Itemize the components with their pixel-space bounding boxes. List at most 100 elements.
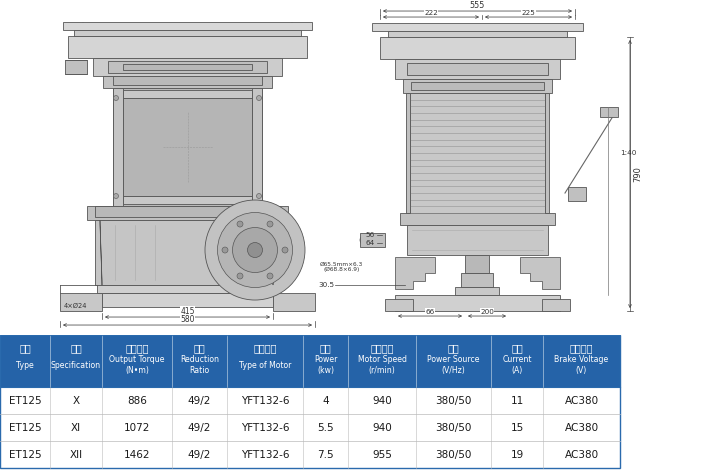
Text: 功率: 功率 (320, 343, 331, 353)
Bar (113, 88, 123, 206)
Bar (123, 64, 252, 70)
Bar (123, 90, 252, 98)
Bar (568, 187, 586, 201)
Text: 200: 200 (480, 308, 494, 314)
Polygon shape (520, 257, 560, 289)
Text: 1:40: 1:40 (620, 150, 636, 156)
Bar (348, 441, 416, 468)
Bar (385, 299, 413, 311)
Bar (63, 22, 312, 30)
Bar (416, 387, 491, 414)
Bar (102, 441, 172, 468)
Text: X: X (73, 396, 80, 406)
Text: XII: XII (69, 449, 83, 460)
Text: Specification: Specification (51, 360, 101, 369)
Bar (65, 60, 87, 74)
Circle shape (233, 227, 277, 273)
Text: 886: 886 (127, 396, 147, 406)
Text: 1072: 1072 (124, 423, 150, 432)
Bar (372, 23, 583, 31)
Bar (416, 335, 491, 387)
Bar (348, 387, 416, 414)
Text: ET125: ET125 (9, 396, 41, 406)
Text: Type: Type (16, 360, 34, 369)
Text: 电源: 电源 (448, 343, 459, 353)
Text: Reduction
Ratio: Reduction Ratio (180, 355, 219, 376)
Circle shape (301, 298, 309, 306)
Text: Motor Speed
(r/min): Motor Speed (r/min) (358, 355, 407, 376)
Circle shape (66, 298, 74, 306)
Text: AC380: AC380 (564, 423, 598, 432)
Bar (74, 30, 301, 36)
Bar (388, 31, 567, 37)
Text: 49/2: 49/2 (188, 396, 211, 406)
Circle shape (114, 95, 119, 101)
Bar (0, 441, 50, 468)
Bar (172, 335, 227, 387)
Polygon shape (100, 220, 102, 285)
Bar (403, 79, 552, 93)
Text: 380/50: 380/50 (436, 396, 472, 406)
Text: 790: 790 (633, 166, 642, 182)
Bar (455, 287, 499, 295)
Bar (543, 387, 620, 414)
Text: 225: 225 (521, 9, 536, 16)
Text: 制动电压: 制动电压 (570, 343, 593, 353)
Bar (545, 93, 549, 213)
Bar (95, 220, 280, 285)
Bar (543, 335, 620, 387)
Text: Output Torque
(N•m): Output Torque (N•m) (109, 355, 165, 376)
Bar (0, 335, 50, 387)
Text: 555: 555 (470, 0, 485, 9)
Text: 输出扭矩: 输出扭矩 (125, 343, 149, 353)
Text: 415: 415 (180, 306, 194, 315)
Bar (50, 441, 102, 468)
Ellipse shape (205, 200, 305, 300)
Text: 规格: 规格 (70, 343, 82, 353)
Bar (416, 441, 491, 468)
Bar (491, 441, 543, 468)
Text: Power Source
(V/Hz): Power Source (V/Hz) (427, 355, 480, 376)
Bar (102, 293, 273, 307)
Bar (416, 414, 491, 441)
Text: 380/50: 380/50 (436, 449, 472, 460)
Bar (491, 387, 543, 414)
Bar (227, 387, 303, 414)
Circle shape (289, 23, 295, 29)
Bar (172, 441, 227, 468)
Bar (95, 206, 280, 217)
Text: Current
(A): Current (A) (503, 355, 532, 376)
Circle shape (217, 212, 292, 288)
Text: ET125: ET125 (9, 449, 41, 460)
Text: 电流: 电流 (511, 343, 523, 353)
Bar (348, 335, 416, 387)
Bar (252, 88, 262, 206)
Polygon shape (273, 220, 275, 285)
Bar (407, 225, 548, 255)
Bar (303, 387, 348, 414)
Text: 56: 56 (366, 232, 375, 238)
Bar (410, 93, 545, 213)
Text: 940: 940 (372, 423, 392, 432)
Text: 5.5: 5.5 (318, 423, 334, 432)
Text: 型号: 型号 (19, 343, 31, 353)
Text: 49/2: 49/2 (188, 449, 211, 460)
Bar (543, 441, 620, 468)
Bar (542, 299, 570, 311)
Bar (227, 335, 303, 387)
Bar (123, 98, 252, 196)
Text: 7.5: 7.5 (318, 449, 334, 460)
Text: ET125: ET125 (9, 423, 41, 432)
Polygon shape (395, 257, 435, 289)
Bar (411, 82, 544, 90)
Text: 15: 15 (510, 423, 523, 432)
Text: 580: 580 (180, 314, 194, 323)
Text: 49/2: 49/2 (188, 423, 211, 432)
Text: AC380: AC380 (564, 449, 598, 460)
Bar (0, 335, 620, 468)
Circle shape (472, 81, 482, 91)
Bar (50, 387, 102, 414)
Bar (0, 414, 50, 441)
Text: Brake Voltage
(V): Brake Voltage (V) (554, 355, 608, 376)
Text: YFT132-6: YFT132-6 (240, 423, 289, 432)
